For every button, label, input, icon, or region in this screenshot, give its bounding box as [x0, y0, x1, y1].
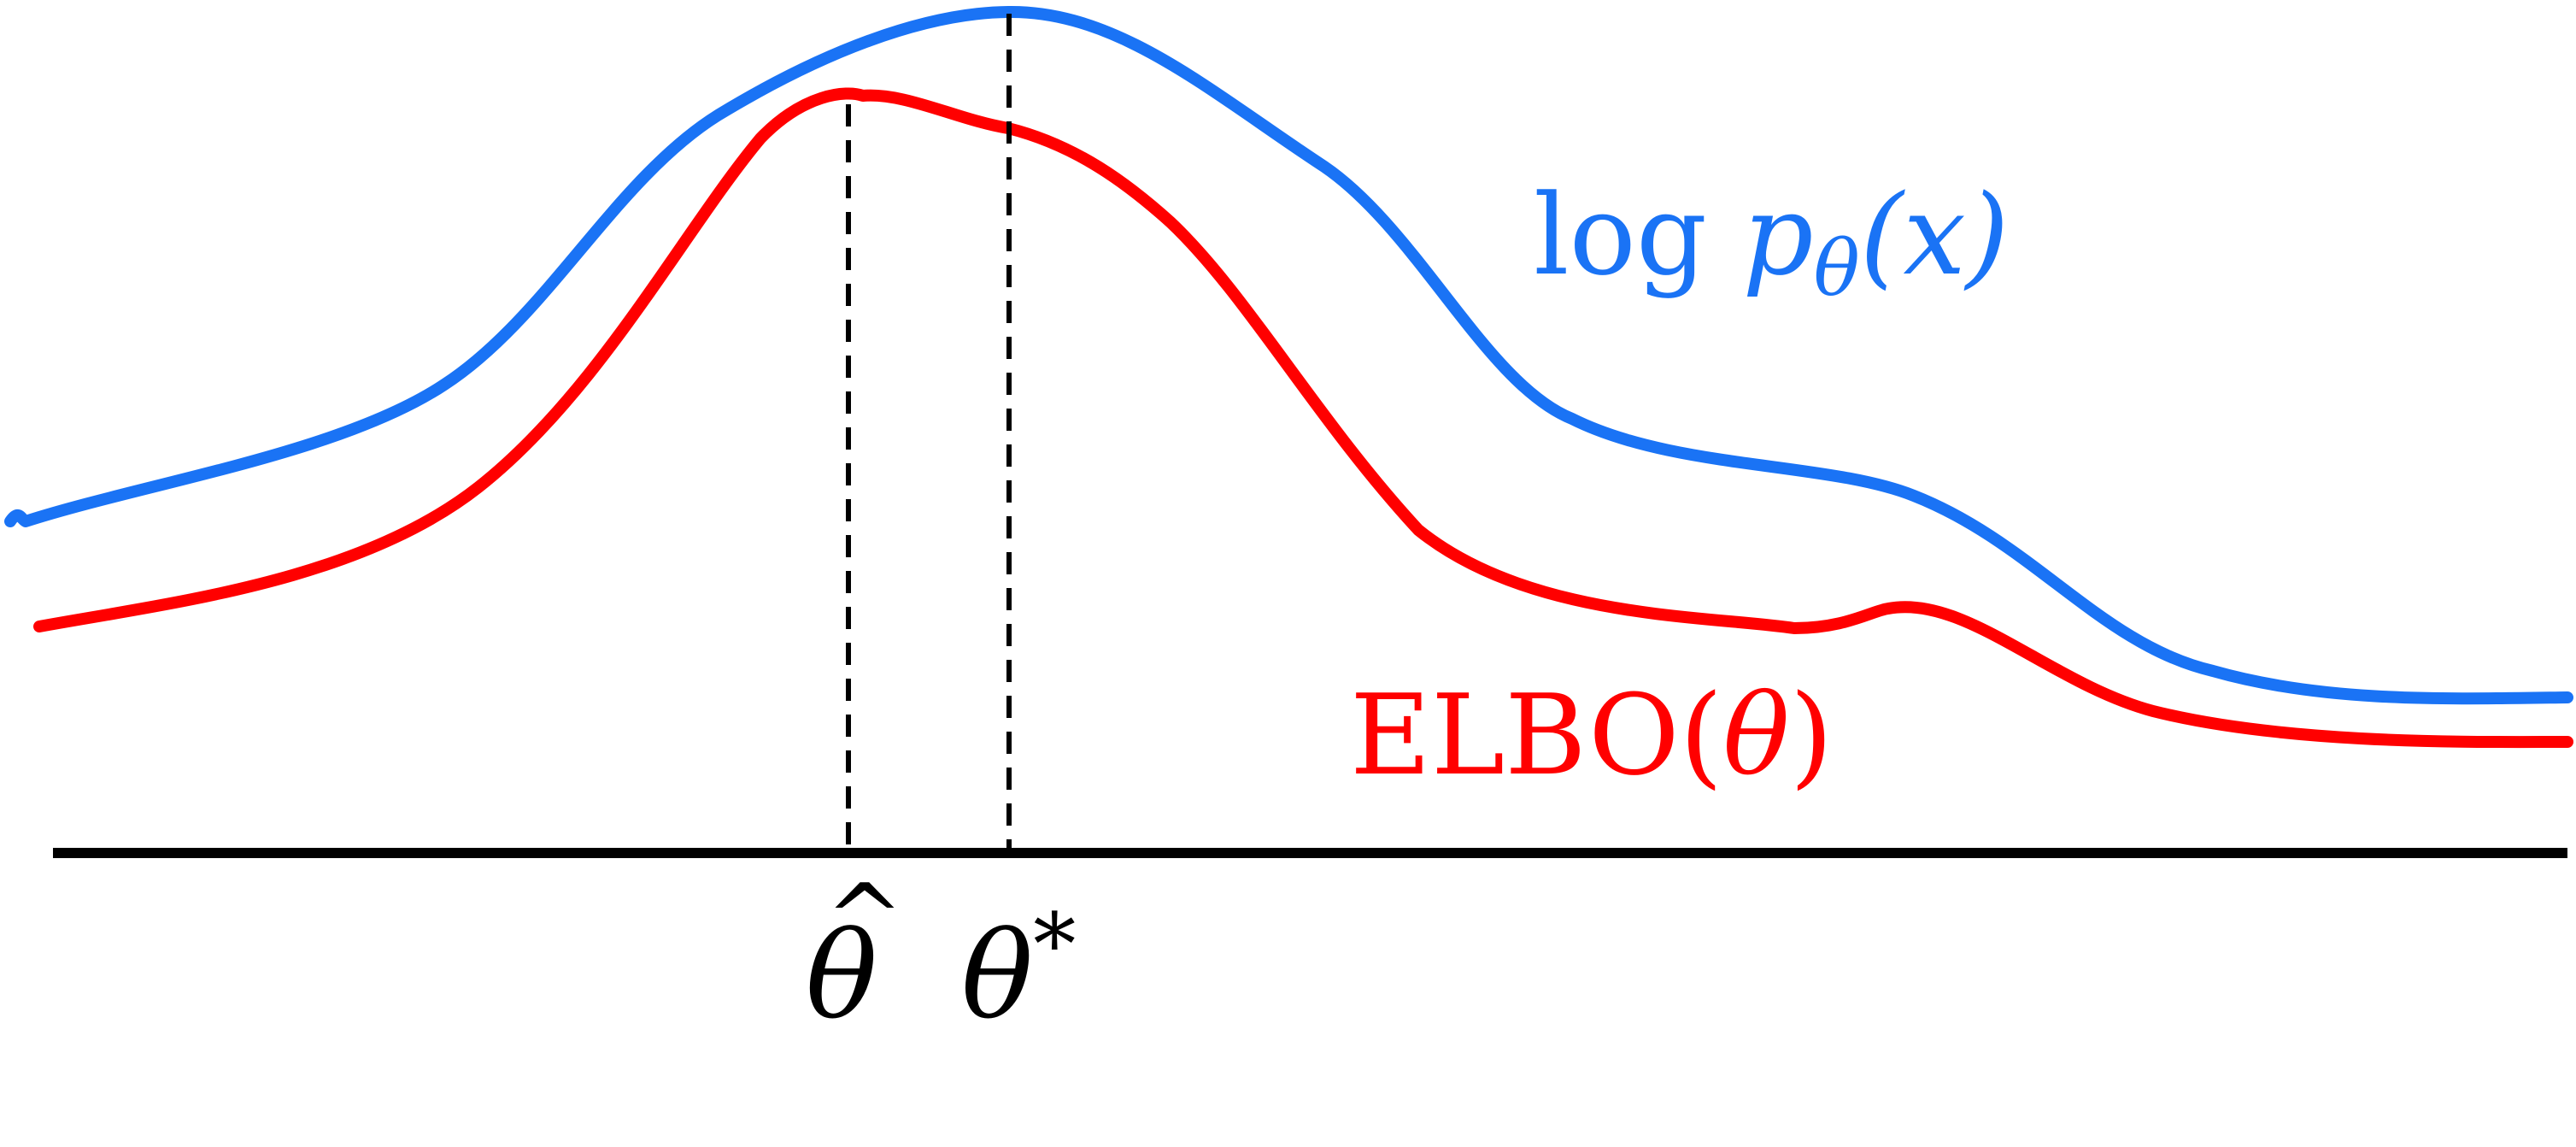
theta-hat-symbol: θ	[806, 907, 877, 1046]
theta-star-symbol: θ	[961, 907, 1033, 1046]
elbo-label: ELBO(θ)	[1350, 670, 1833, 800]
elbo-curve	[33, 87, 2573, 749]
theta-hat-accent: ^	[825, 863, 904, 973]
theta-star-superscript: *	[1033, 895, 1076, 995]
log-likelihood-label-arg: (x)	[1860, 170, 2010, 300]
log-likelihood-label-p: p	[1742, 170, 1813, 300]
elbo-label-suffix: )	[1790, 670, 1834, 800]
elbo-label-theta: θ	[1722, 670, 1789, 800]
log-likelihood-label-subscript: θ	[1814, 224, 1860, 314]
log-likelihood-label-prefix: log	[1534, 170, 1742, 300]
theta-hat-tick-label: ^ θ	[806, 863, 904, 1046]
theta-star-tick-label: θ*	[961, 895, 1076, 1046]
log-likelihood-curve	[4, 5, 2573, 705]
elbo-label-prefix: ELBO(	[1350, 670, 1722, 800]
log-likelihood-label: log pθ(x)	[1534, 170, 2010, 314]
